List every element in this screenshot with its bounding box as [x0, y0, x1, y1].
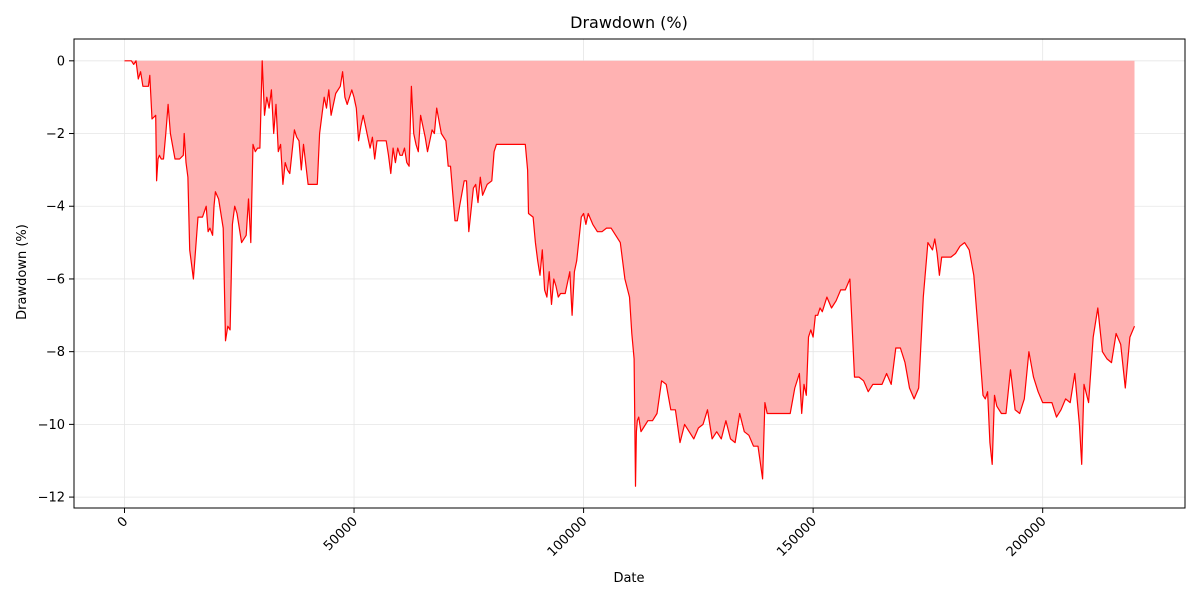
y-tick-label: −4 — [46, 200, 65, 215]
chart-title: Drawdown (%) — [570, 13, 688, 32]
y-tick-label: −10 — [38, 418, 65, 433]
y-tick-label: −6 — [46, 272, 65, 287]
y-tick-label: −2 — [46, 127, 65, 142]
x-axis-label: Date — [613, 571, 644, 586]
y-tick-label: −8 — [46, 345, 65, 360]
axes-frame — [73, 38, 1186, 509]
y-tick-label: −12 — [38, 491, 65, 506]
y-axis-label: Drawdown (%) — [15, 224, 30, 320]
drawdown-line — [124, 60, 1136, 487]
y-tick-label: 0 — [57, 54, 65, 69]
y-axis-ticks: 0 −2 −4 −6 −8 −10 −12 — [38, 54, 74, 506]
drawdown-area — [124, 60, 1135, 487]
